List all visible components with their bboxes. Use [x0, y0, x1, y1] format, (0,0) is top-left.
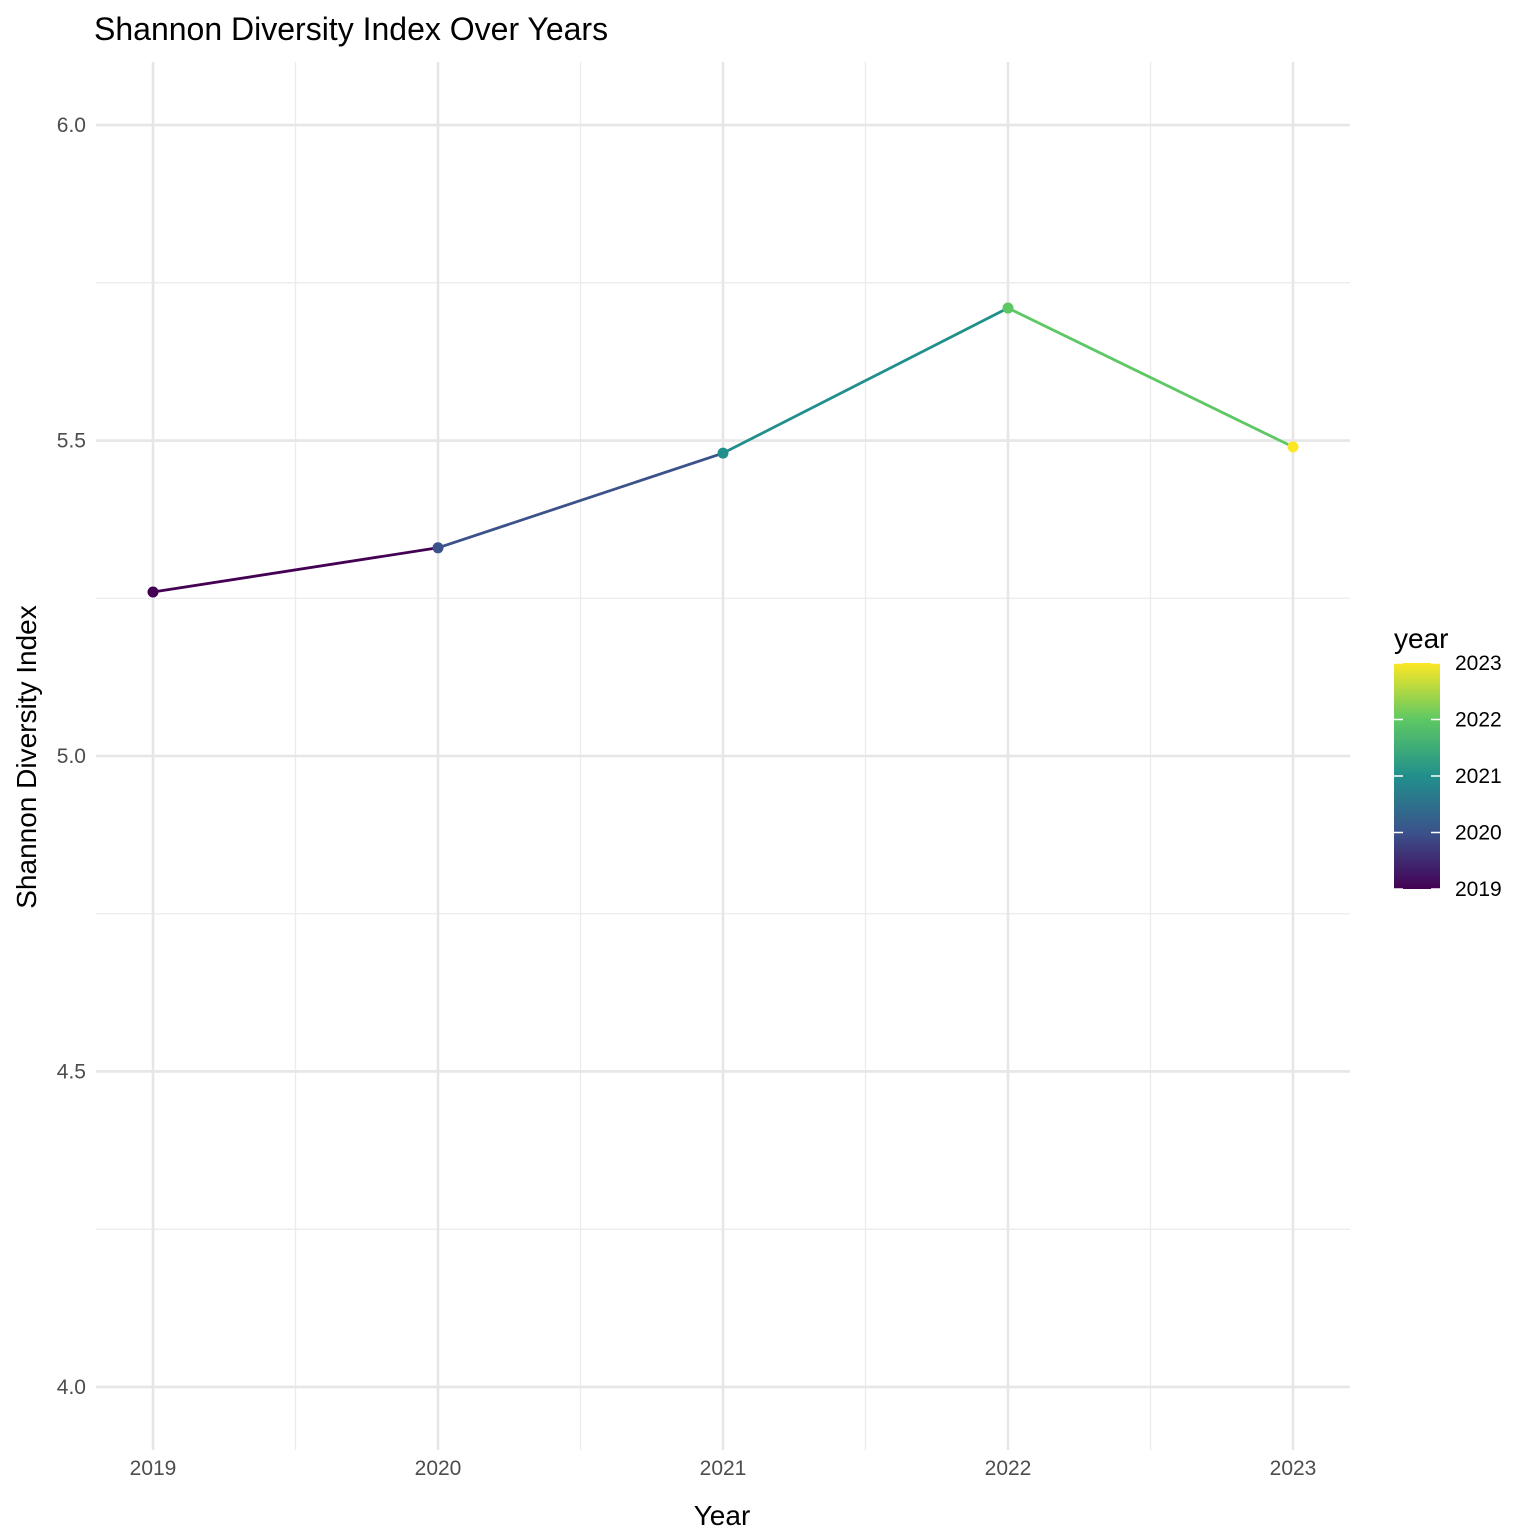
x-tick-label: 2022 — [985, 1457, 1032, 1480]
x-tick-label: 2021 — [700, 1457, 747, 1480]
series-points — [147, 302, 1299, 598]
y-tick-label: 5.0 — [57, 745, 86, 768]
data-point — [1287, 441, 1299, 453]
y-tick-label: 4.0 — [57, 1376, 86, 1399]
y-axis-ticks: 4.0 4.5 5.0 5.5 6.0 — [57, 114, 86, 1399]
x-axis-title: Year — [694, 1500, 751, 1531]
legend-title: year — [1394, 623, 1448, 654]
data-point — [1002, 302, 1014, 314]
y-tick-label: 5.5 — [57, 430, 86, 453]
data-point — [147, 586, 159, 598]
chart-title: Shannon Diversity Index Over Years — [94, 11, 608, 47]
y-tick-label: 6.0 — [57, 114, 86, 137]
data-point — [432, 542, 444, 554]
legend-label: 2020 — [1455, 822, 1502, 845]
line-segment — [436, 451, 725, 550]
data-point — [717, 447, 729, 459]
y-tick-label: 4.5 — [57, 1060, 86, 1083]
grid — [96, 62, 1350, 1450]
x-tick-label: 2020 — [415, 1457, 462, 1480]
legend-label: 2022 — [1455, 709, 1502, 732]
y-axis-title: Shannon Diversity Index — [11, 605, 42, 909]
line-segment — [1006, 306, 1295, 449]
line-segment — [151, 546, 440, 594]
series-line — [151, 306, 1295, 594]
x-axis-ticks: 2019 2020 2021 2022 2023 — [130, 1457, 1317, 1480]
x-tick-label: 2019 — [130, 1457, 177, 1480]
line-segment — [721, 306, 1010, 455]
legend: year 2023 2022 2021 2020 2019 — [1394, 623, 1502, 901]
legend-label: 2021 — [1455, 765, 1502, 788]
x-tick-label: 2023 — [1270, 1457, 1317, 1480]
legend-label: 2019 — [1455, 878, 1502, 901]
legend-label: 2023 — [1455, 652, 1502, 675]
legend-ticks: 2023 2022 2021 2020 2019 — [1394, 652, 1502, 901]
